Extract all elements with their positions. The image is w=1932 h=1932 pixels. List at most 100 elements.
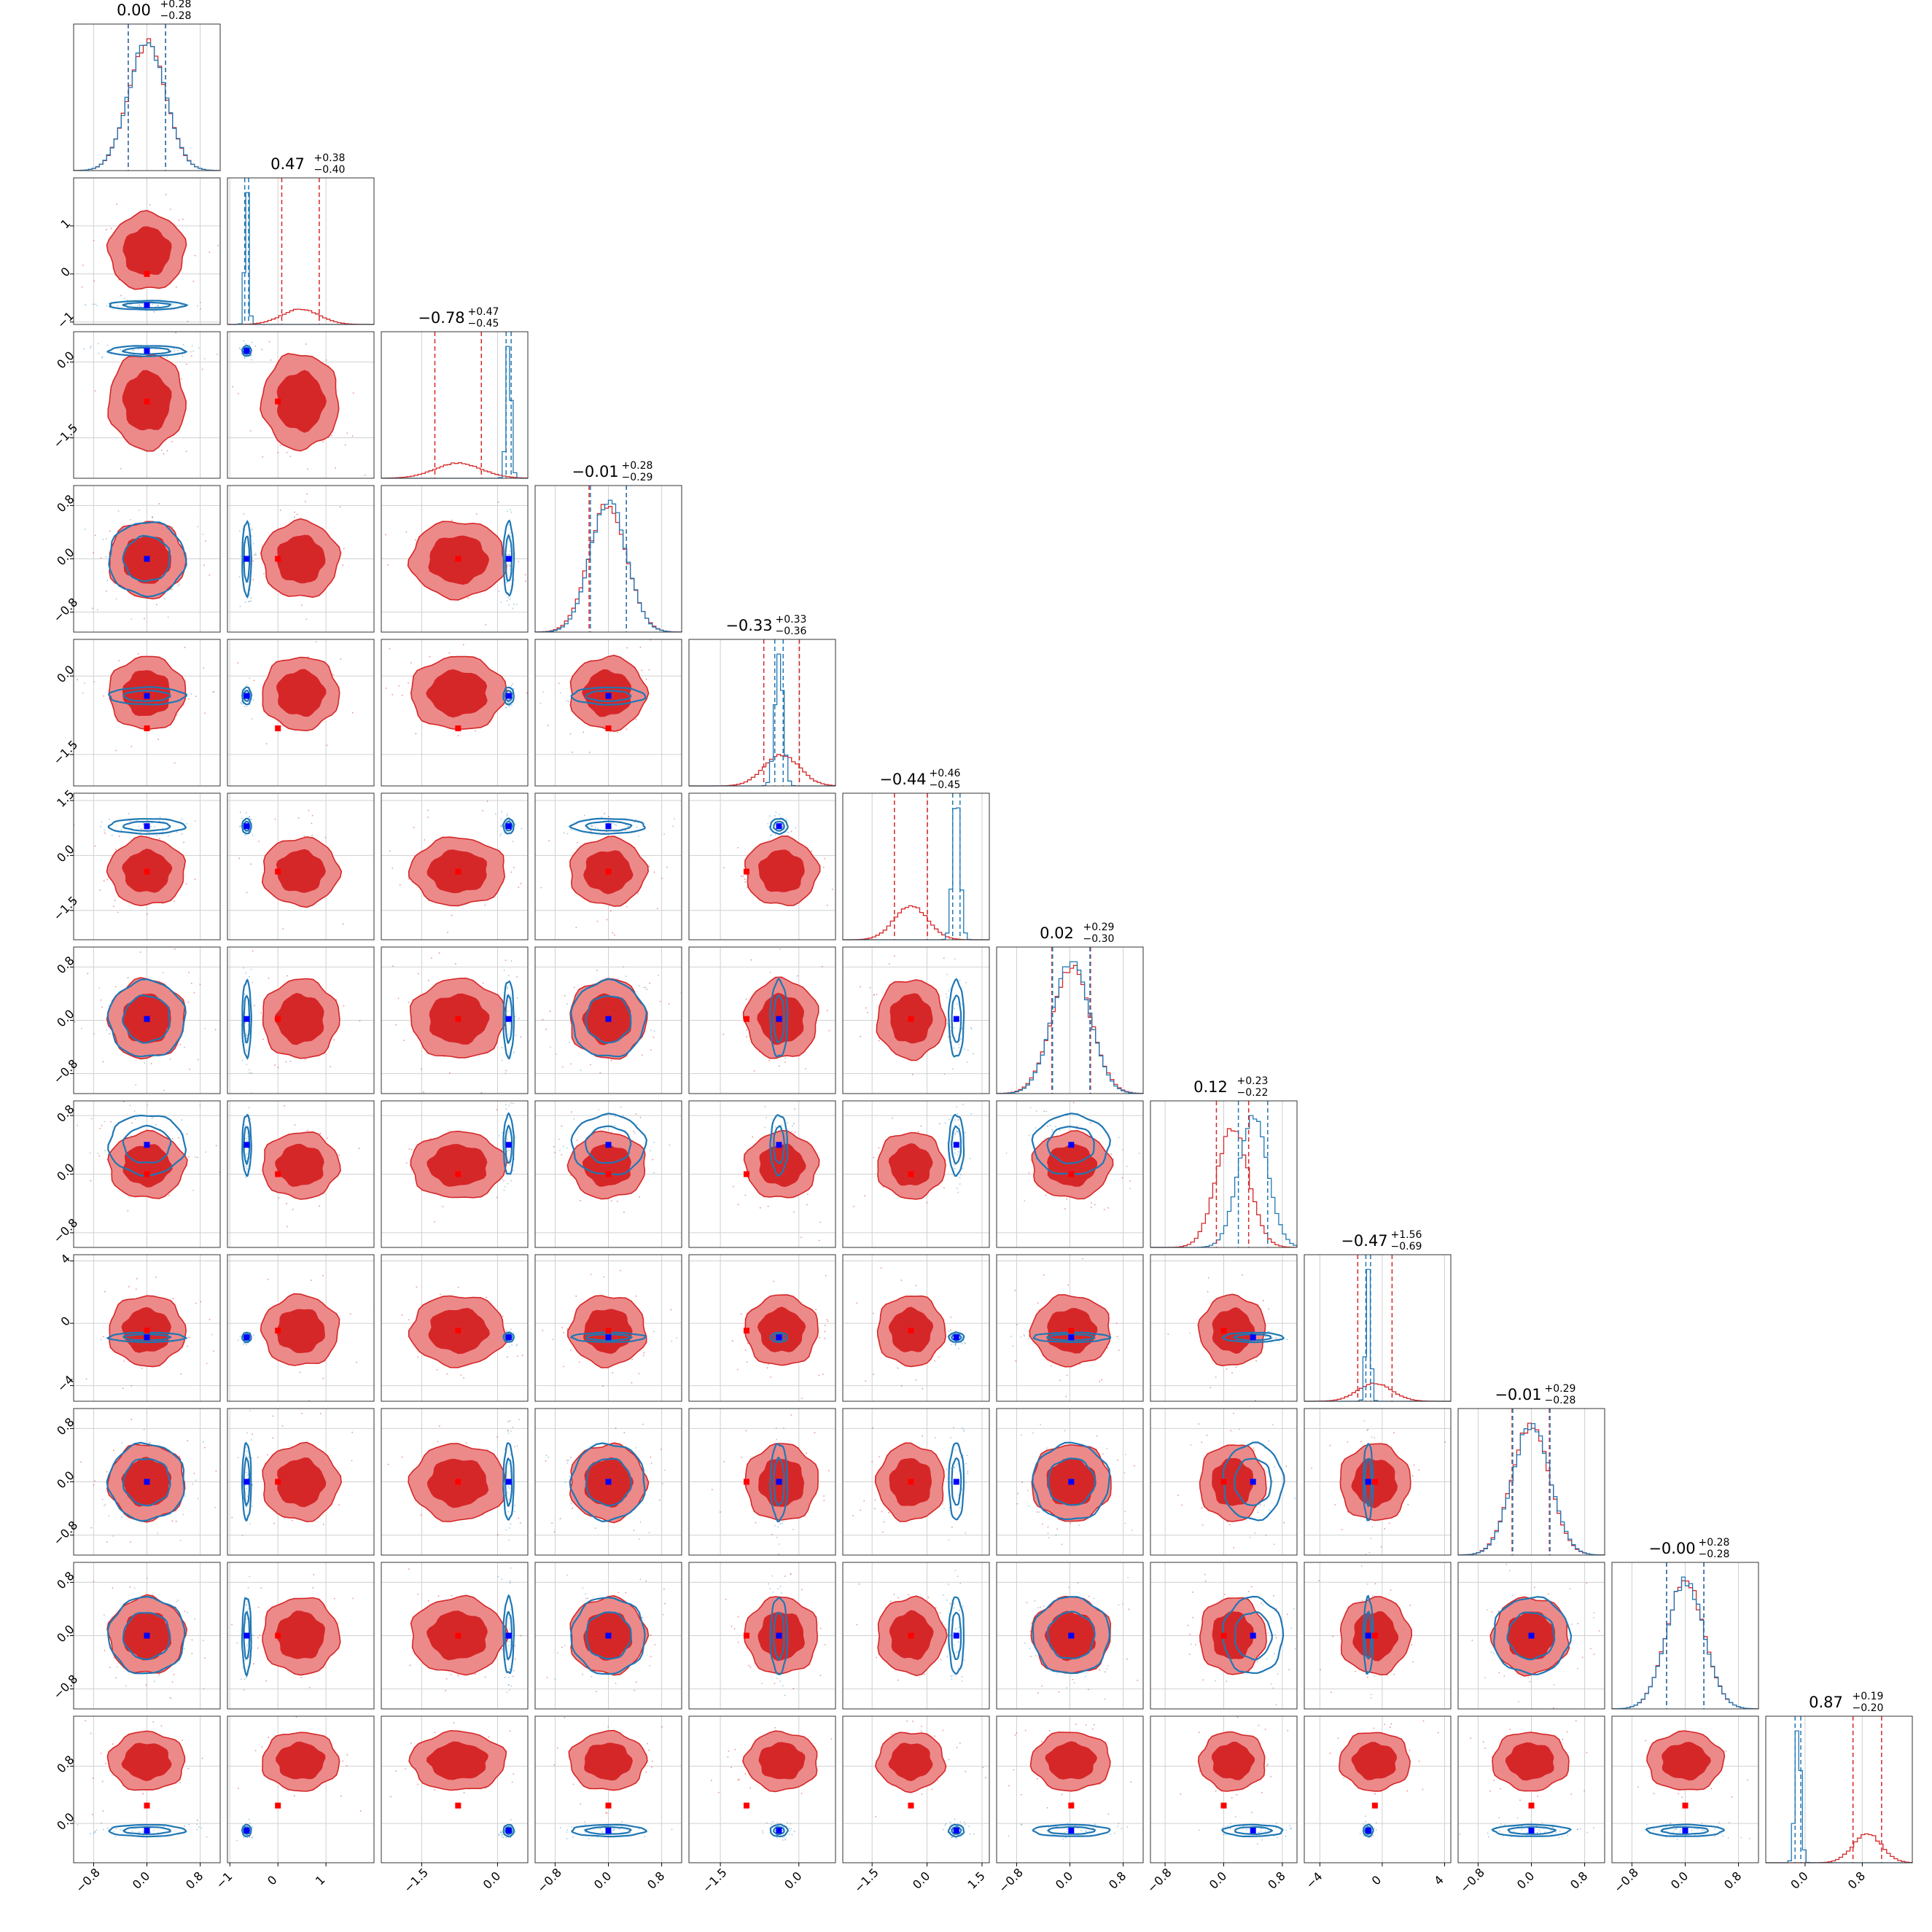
sample-dot-blue <box>246 1618 249 1620</box>
sample-dot-red <box>853 1205 854 1207</box>
sample-dot-red <box>922 1388 924 1390</box>
panel-content <box>723 811 833 906</box>
sample-dot-blue <box>604 1128 606 1129</box>
sample-dot-red <box>408 1001 410 1003</box>
sample-dot-blue <box>784 1057 786 1059</box>
sample-dot-red <box>818 1374 820 1376</box>
panel-content <box>1016 1423 1135 1546</box>
sample-dot-red <box>514 1658 516 1660</box>
sample-dot-red <box>397 997 400 1000</box>
sample-dot-red <box>531 893 532 895</box>
sample-dot-blue <box>513 688 515 690</box>
sample-dot-blue <box>1189 1332 1191 1334</box>
sample-dot-blue <box>1370 1538 1372 1540</box>
sample-dot-blue <box>96 609 98 611</box>
sample-dot-red <box>274 818 276 820</box>
sample-dot-red <box>545 1028 547 1030</box>
sample-dot-blue <box>190 693 192 695</box>
sample-dot-red <box>766 1367 768 1369</box>
sample-dot-blue <box>957 1113 959 1115</box>
sample-dot-red <box>595 1691 597 1693</box>
sample-dot-blue <box>1278 1340 1280 1342</box>
axes-frame <box>381 792 529 940</box>
sample-dot-red <box>267 1454 268 1456</box>
sample-dot-blue <box>965 1482 967 1484</box>
panel-3-1 <box>227 485 375 633</box>
sample-dot-blue <box>132 349 134 351</box>
truth-marker-red <box>275 1328 281 1334</box>
sample-dot-blue <box>182 1514 184 1516</box>
sample-dot-red <box>187 1345 189 1347</box>
sample-dot-blue <box>85 304 87 305</box>
sample-dot-blue <box>77 1124 79 1126</box>
sample-dot-red <box>639 1116 642 1118</box>
panel-4-1 <box>227 639 375 787</box>
sample-dot-red <box>915 1379 917 1381</box>
sample-dot-blue <box>673 818 675 819</box>
sample-dot-red <box>1411 1475 1414 1477</box>
sample-dot-red <box>569 1457 572 1458</box>
sample-dot-blue <box>615 825 618 826</box>
sample-dot-blue <box>970 1028 973 1030</box>
sample-dot-blue <box>954 1132 957 1134</box>
axes-frame <box>73 23 221 171</box>
axes-frame <box>227 1100 375 1248</box>
sample-dot-blue <box>962 1167 964 1169</box>
sample-dot-red <box>191 1653 193 1654</box>
truth-marker-blue <box>505 556 512 562</box>
sample-dot-blue <box>85 529 86 531</box>
sample-dot-blue <box>509 509 511 510</box>
panel-content <box>385 644 528 736</box>
sample-dot-red <box>880 1267 882 1269</box>
sample-dot-red <box>661 877 663 879</box>
sample-dot-red <box>188 971 190 973</box>
sample-dot-blue <box>777 1526 779 1528</box>
panel-10-4 <box>688 1562 836 1710</box>
sample-dot-red <box>315 641 317 643</box>
sample-dot-red <box>427 809 429 811</box>
panel-content <box>1177 1412 1296 1549</box>
sample-dot-red <box>131 1419 133 1420</box>
sample-dot-blue <box>518 561 520 563</box>
sample-dot-red <box>150 1063 152 1064</box>
truth-marker-blue <box>1250 1334 1256 1341</box>
sample-dot-red <box>824 1325 826 1327</box>
sample-dot-blue <box>508 1617 510 1619</box>
axes-frame <box>1304 1254 1452 1402</box>
sample-dot-blue <box>500 825 502 827</box>
sample-dot-red <box>94 845 96 847</box>
sample-dot-red <box>831 889 833 890</box>
sample-dot-red <box>340 658 342 661</box>
sample-dot-blue <box>247 1165 249 1167</box>
sample-dot-red <box>1081 1258 1083 1260</box>
sample-dot-red <box>822 1374 824 1375</box>
sample-dot-blue <box>959 1177 961 1179</box>
sample-dot-blue <box>115 598 117 600</box>
sample-dot-red <box>1413 1464 1415 1466</box>
sample-dot-red <box>444 1387 445 1389</box>
sample-dot-red <box>722 1033 725 1035</box>
sample-dot-red <box>447 932 449 933</box>
sample-dot-red <box>1228 1524 1231 1526</box>
sample-dot-blue <box>515 1344 518 1347</box>
sample-dot-blue <box>509 1163 511 1165</box>
sample-dot-blue <box>155 1123 157 1126</box>
sample-dot-red <box>109 1667 111 1669</box>
contour-red-inner <box>122 1144 173 1188</box>
sample-dot-blue <box>1366 1430 1368 1431</box>
sample-dot-red <box>367 1434 368 1436</box>
panel-title-6: 0.02 <box>1040 924 1074 942</box>
sample-dot-blue <box>123 297 125 299</box>
sample-dot-blue <box>96 304 98 306</box>
sample-dot-red <box>209 1318 211 1320</box>
sample-dot-red <box>604 812 606 814</box>
sample-dot-blue <box>245 1677 247 1679</box>
sample-dot-red <box>561 1646 563 1648</box>
contour-blue-outer <box>502 1331 515 1343</box>
truth-marker-red <box>275 1016 281 1022</box>
sample-dot-red <box>103 880 105 882</box>
sample-dot-red <box>818 1239 820 1242</box>
sample-dot-blue <box>1269 1509 1271 1511</box>
sample-dot-blue <box>509 1023 511 1025</box>
sample-dot-blue <box>214 1506 217 1508</box>
